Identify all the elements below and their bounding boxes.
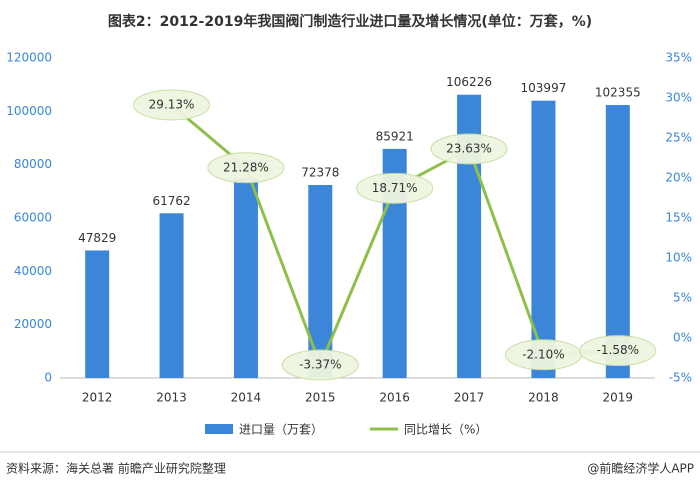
chart-title: 图表2：2012-2019年我国阀门制造行业进口量及增长情况(单位：万套，%)	[108, 13, 592, 30]
legend-label: 同比增长（%）	[404, 423, 487, 437]
line-value-label: -2.10%	[522, 347, 564, 361]
bar-value-label: 61762	[152, 194, 190, 208]
y2-tick-label: 35%	[665, 51, 692, 65]
bar-value-label: 72378	[301, 165, 339, 179]
y-tick-label: 60000	[14, 211, 52, 225]
x-tick-label: 2017	[454, 391, 485, 405]
label-bubble	[207, 152, 285, 184]
y2-tick-label: 10%	[665, 251, 692, 265]
y-tick-label: 0	[44, 371, 52, 385]
y-tick-label: 120000	[6, 51, 52, 65]
line-value-label: 23.63%	[446, 141, 492, 155]
footer: @前瞻经济学人APP	[587, 461, 694, 476]
bar	[531, 100, 556, 378]
x-tick-label: 2019	[603, 391, 634, 405]
x-tick-label: 2018	[528, 391, 559, 405]
y2-tick-label: 25%	[665, 131, 692, 145]
bar	[159, 213, 184, 378]
legend-label: 进口量（万套）	[239, 423, 323, 437]
bar-value-label: 106226	[446, 75, 492, 89]
bar	[85, 250, 110, 378]
x-tick-label: 2014	[231, 391, 262, 405]
bar	[233, 178, 258, 378]
label-bubble	[281, 349, 359, 381]
y-tick-label: 40000	[14, 264, 52, 278]
bar	[308, 184, 333, 378]
legend-swatch	[205, 424, 233, 434]
label-bubble	[430, 133, 508, 165]
x-tick-label: 2015	[305, 391, 336, 405]
line-value-label: -1.58%	[597, 343, 639, 357]
label-bubble	[579, 335, 657, 367]
label-bubble	[133, 89, 211, 121]
y2-tick-label: 15%	[665, 211, 692, 225]
y2-tick-label: -5%	[669, 371, 692, 385]
y-tick-label: 100000	[6, 104, 52, 118]
y-tick-label: 80000	[14, 157, 52, 171]
line-value-label: 29.13%	[149, 97, 195, 111]
x-tick-label: 2013	[156, 391, 187, 405]
line-value-label: 18.71%	[372, 181, 418, 195]
bar	[605, 105, 630, 378]
y2-tick-label: 0%	[673, 331, 692, 345]
line-value-label: 21.28%	[223, 160, 269, 174]
source: 资料来源：海关总署 前瞻产业研究院整理	[6, 461, 226, 476]
line-value-label: -3.37%	[299, 357, 341, 371]
label-bubble	[356, 172, 434, 204]
y-tick-label: 20000	[14, 317, 52, 331]
bar-value-label: 103997	[521, 81, 567, 95]
x-tick-label: 2016	[379, 391, 410, 405]
bar-value-label: 102355	[595, 86, 641, 100]
bar-value-label: 47829	[78, 231, 116, 245]
y2-tick-label: 5%	[673, 291, 692, 305]
x-tick-label: 2012	[82, 391, 113, 405]
y2-tick-label: 30%	[665, 91, 692, 105]
y2-tick-label: 20%	[665, 171, 692, 185]
bar-value-label: 85921	[376, 129, 414, 143]
